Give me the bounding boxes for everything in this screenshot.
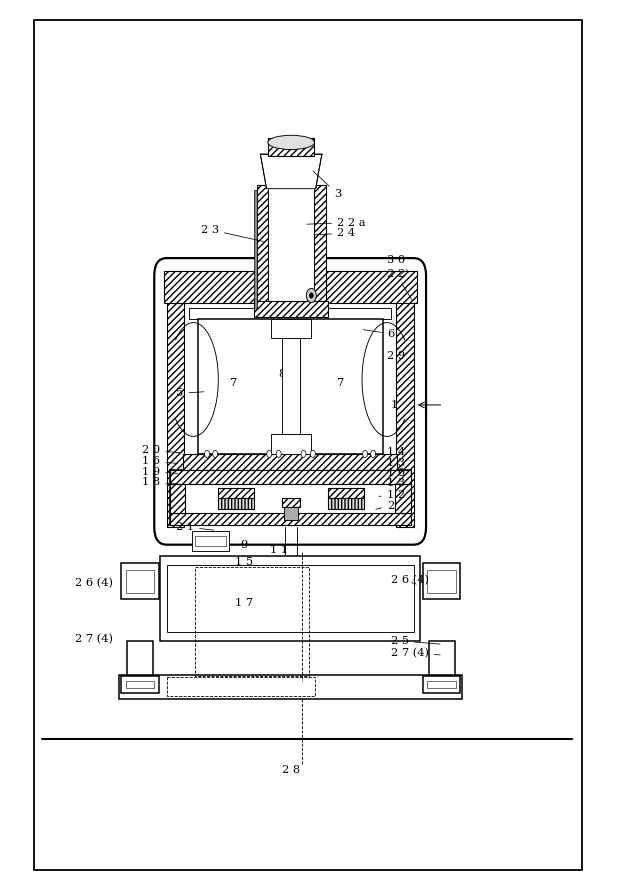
Bar (267, 185, 314, 308)
Bar (170, 470, 411, 525)
Bar (395, 484, 411, 513)
Text: 2 9: 2 9 (387, 351, 411, 362)
Bar (121, 563, 159, 599)
Text: 5 a: 5 a (283, 382, 301, 392)
Text: 2 6 (4): 2 6 (4) (75, 578, 113, 588)
Text: 2 5: 2 5 (391, 635, 440, 646)
Circle shape (363, 450, 368, 457)
Text: 1: 1 (391, 400, 398, 410)
Bar (170, 484, 185, 513)
Text: 1 4: 1 4 (387, 447, 412, 457)
Circle shape (306, 288, 316, 303)
Text: 2 1: 2 1 (176, 522, 214, 532)
Bar (423, 563, 460, 599)
Bar (254, 301, 328, 317)
FancyBboxPatch shape (154, 258, 426, 545)
Bar (271, 319, 311, 338)
Text: 2 8: 2 8 (282, 765, 300, 775)
Text: 2 2 a: 2 2 a (307, 217, 366, 228)
Bar (189, 308, 391, 319)
Text: 1 3: 1 3 (387, 457, 405, 468)
Bar (271, 434, 311, 454)
Bar (195, 567, 309, 676)
Bar (427, 681, 456, 688)
Bar (396, 292, 414, 527)
Bar (195, 536, 226, 546)
Bar (170, 513, 411, 525)
Ellipse shape (267, 135, 314, 150)
Bar (170, 470, 411, 484)
Bar (198, 319, 383, 454)
Text: 1 1: 1 1 (269, 545, 288, 555)
Bar (121, 676, 159, 693)
Text: 2 7 (4): 2 7 (4) (391, 648, 440, 659)
Text: 1 9: 1 9 (142, 466, 178, 477)
Bar (218, 488, 254, 498)
Text: 2 4: 2 4 (313, 228, 355, 239)
Text: 3: 3 (313, 171, 341, 199)
Text: 7: 7 (230, 377, 238, 388)
Text: 1 2: 1 2 (379, 490, 405, 500)
Polygon shape (260, 154, 322, 189)
Bar (167, 565, 414, 632)
Circle shape (213, 450, 218, 457)
Text: 2 2: 2 2 (387, 269, 412, 300)
Bar (34, 20, 582, 870)
Circle shape (267, 450, 272, 457)
Text: 3 0: 3 0 (387, 255, 407, 271)
Circle shape (310, 450, 315, 457)
Text: 5: 5 (176, 388, 204, 399)
Bar (254, 190, 256, 308)
Circle shape (205, 450, 210, 457)
Text: 1 0: 1 0 (387, 468, 412, 479)
Bar (167, 292, 184, 527)
Text: 2 7 (4): 2 7 (4) (75, 634, 113, 644)
Bar (256, 185, 267, 312)
Text: 2 0: 2 0 (142, 445, 182, 456)
Bar (328, 488, 364, 498)
Text: 1 7: 1 7 (234, 598, 253, 609)
Bar (126, 681, 154, 688)
Text: 8: 8 (278, 368, 285, 379)
Bar (218, 498, 254, 509)
Bar (164, 271, 417, 303)
Text: 1 6: 1 6 (142, 456, 178, 466)
Text: 7: 7 (337, 377, 345, 388)
Text: 1 5: 1 5 (234, 557, 253, 568)
Bar (126, 570, 154, 593)
Text: 2: 2 (376, 500, 394, 511)
Bar (119, 675, 462, 699)
Bar (314, 185, 326, 312)
Bar (183, 454, 397, 470)
Bar (282, 498, 300, 507)
Bar (423, 676, 460, 693)
Circle shape (371, 450, 376, 457)
Bar (192, 531, 229, 551)
Bar (427, 570, 456, 593)
Bar (127, 641, 153, 675)
Text: 6: 6 (363, 328, 394, 339)
Circle shape (276, 450, 281, 457)
Bar (328, 498, 364, 509)
Bar (429, 641, 455, 675)
Circle shape (310, 293, 313, 298)
Text: 2 3: 2 3 (201, 224, 264, 241)
Bar (282, 338, 300, 434)
Bar (167, 677, 315, 696)
Text: 1 8: 1 8 (142, 477, 178, 488)
Circle shape (301, 450, 306, 457)
Text: 9: 9 (240, 539, 248, 550)
Bar (267, 138, 314, 156)
Text: 2 6 (4): 2 6 (4) (391, 575, 429, 586)
Bar (284, 507, 298, 520)
Bar (160, 556, 420, 641)
Text: 1 3: 1 3 (387, 478, 405, 489)
